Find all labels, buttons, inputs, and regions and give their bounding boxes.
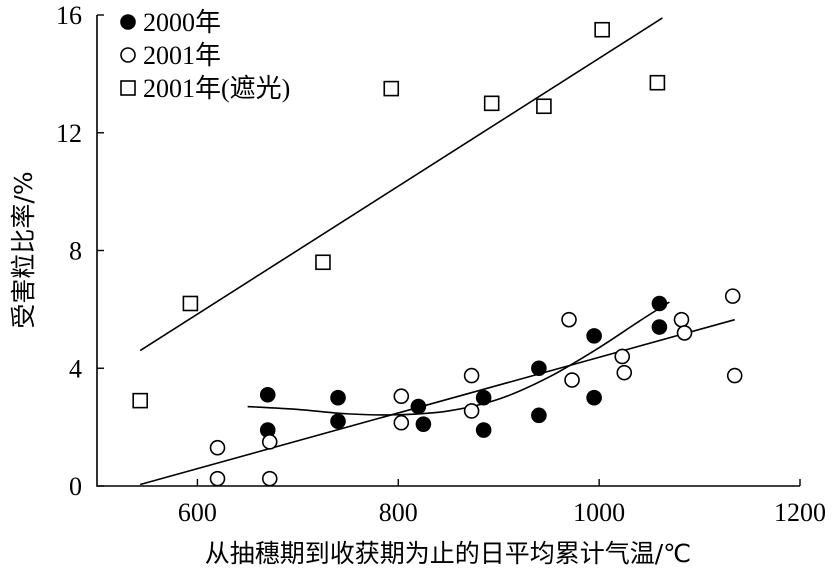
trend-line bbox=[139, 17, 663, 352]
data-point bbox=[415, 416, 432, 432]
data-point bbox=[393, 388, 410, 405]
data-point bbox=[536, 98, 552, 115]
data-point bbox=[724, 288, 741, 304]
legend: 2000年 2001年 2001年(遮光) bbox=[120, 8, 290, 103]
data-point bbox=[649, 74, 666, 91]
y-tick-label: 16 bbox=[56, 1, 82, 30]
data-point bbox=[594, 21, 610, 38]
y-axis-title: 受害粒比率/% bbox=[9, 171, 38, 328]
data-point bbox=[475, 389, 492, 406]
legend-label: 2000年 bbox=[143, 8, 221, 37]
y-tick-label: 4 bbox=[69, 354, 82, 383]
data-point bbox=[586, 328, 602, 344]
data-point bbox=[614, 348, 631, 365]
data-point bbox=[564, 372, 580, 388]
data-point bbox=[616, 364, 633, 381]
trend-line bbox=[139, 318, 735, 486]
trend-curve bbox=[247, 301, 670, 416]
data-point bbox=[383, 80, 400, 97]
data-points bbox=[132, 21, 743, 487]
data-point bbox=[483, 95, 500, 112]
legend-marker bbox=[120, 80, 136, 96]
x-tick-label: 1200 bbox=[774, 498, 826, 527]
data-point bbox=[673, 311, 690, 328]
x-axis-title: 从抽穗期到收获期为止的日平均累计气温/℃ bbox=[205, 539, 692, 568]
data-point bbox=[330, 389, 346, 406]
x-tick-label: 1000 bbox=[573, 498, 625, 527]
legend-marker bbox=[120, 14, 136, 30]
legend-label: 2001年(遮光) bbox=[143, 74, 290, 103]
data-point bbox=[531, 360, 547, 377]
data-point bbox=[410, 398, 427, 415]
data-point bbox=[651, 295, 668, 312]
y-tick-label: 12 bbox=[56, 119, 82, 148]
legend-marker bbox=[120, 47, 136, 63]
data-point bbox=[182, 295, 199, 312]
data-point bbox=[209, 470, 226, 487]
data-point bbox=[261, 470, 278, 487]
data-point bbox=[259, 386, 276, 403]
data-point bbox=[261, 434, 278, 450]
y-tick-label: 0 bbox=[69, 472, 82, 501]
data-point bbox=[315, 254, 331, 271]
legend-label: 2001年 bbox=[143, 41, 221, 70]
data-point bbox=[463, 367, 480, 384]
data-point bbox=[330, 413, 346, 430]
data-point bbox=[463, 403, 480, 419]
data-point bbox=[132, 392, 148, 409]
data-point bbox=[531, 407, 547, 424]
data-point bbox=[393, 414, 410, 431]
data-point bbox=[726, 367, 743, 384]
data-point bbox=[676, 325, 693, 341]
x-tick-label: 800 bbox=[379, 498, 418, 527]
data-point bbox=[651, 319, 668, 335]
ticks: 600 800 1000 1200 0 4 8 12 16 bbox=[56, 1, 826, 527]
data-point bbox=[586, 389, 602, 406]
x-tick-label: 600 bbox=[178, 498, 217, 527]
y-tick-label: 8 bbox=[69, 237, 82, 266]
data-point bbox=[209, 439, 226, 456]
data-point bbox=[561, 311, 577, 328]
data-point bbox=[475, 422, 492, 438]
